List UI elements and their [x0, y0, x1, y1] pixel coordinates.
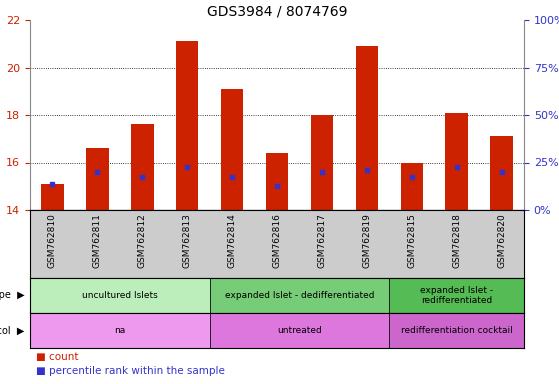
Text: GSM762811: GSM762811: [93, 214, 102, 268]
Text: GSM762820: GSM762820: [497, 214, 506, 268]
Text: GSM762814: GSM762814: [228, 214, 236, 268]
Bar: [176, 41, 198, 210]
Text: redifferentiation cocktail: redifferentiation cocktail: [401, 326, 513, 335]
Bar: [41, 184, 64, 210]
Text: expanded Islet - dedifferentiated: expanded Islet - dedifferentiated: [225, 291, 374, 300]
Bar: [131, 124, 154, 210]
Bar: [311, 115, 333, 210]
Bar: [389, 278, 524, 313]
Bar: [30, 313, 210, 348]
Bar: [490, 136, 513, 210]
Text: growth protocol  ▶: growth protocol ▶: [0, 326, 25, 336]
Text: cell type  ▶: cell type ▶: [0, 291, 25, 301]
Text: uncultured Islets: uncultured Islets: [82, 291, 158, 300]
Text: GSM762815: GSM762815: [407, 214, 416, 268]
Text: GSM762819: GSM762819: [362, 214, 371, 268]
Text: GSM762810: GSM762810: [48, 214, 57, 268]
Bar: [400, 162, 423, 210]
Bar: [210, 313, 389, 348]
Bar: [86, 148, 108, 210]
Bar: [389, 313, 524, 348]
Bar: [266, 153, 288, 210]
Text: GSM762818: GSM762818: [452, 214, 461, 268]
Text: untreated: untreated: [277, 326, 322, 335]
Text: GSM762817: GSM762817: [318, 214, 326, 268]
Title: GDS3984 / 8074769: GDS3984 / 8074769: [207, 5, 347, 19]
Bar: [446, 113, 468, 210]
Bar: [30, 278, 210, 313]
Text: GSM762816: GSM762816: [272, 214, 282, 268]
Text: GSM762812: GSM762812: [138, 214, 147, 268]
Text: na: na: [114, 326, 125, 335]
Text: expanded Islet -
redifferentiated: expanded Islet - redifferentiated: [420, 286, 493, 305]
Text: ■ count: ■ count: [36, 352, 78, 362]
Text: GSM762813: GSM762813: [183, 214, 192, 268]
Bar: [210, 278, 389, 313]
Text: ■ percentile rank within the sample: ■ percentile rank within the sample: [36, 366, 225, 376]
Bar: [221, 89, 243, 210]
Bar: [356, 46, 378, 210]
